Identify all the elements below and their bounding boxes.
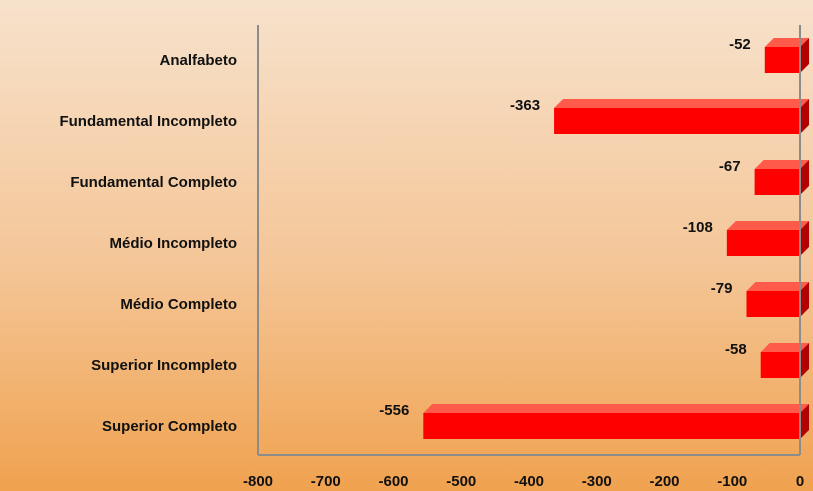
bar-side-face	[800, 282, 809, 317]
bar-top-face	[754, 160, 809, 169]
bar-top-face	[726, 221, 809, 230]
bar	[760, 352, 800, 378]
data-label: -79	[711, 280, 733, 297]
bar-top-face	[554, 99, 809, 108]
x-tick-label: -700	[311, 473, 341, 490]
bar-top-face	[746, 282, 809, 291]
bar-side-face	[800, 160, 809, 195]
data-label: -556	[379, 402, 409, 419]
category-label: Fundamental Completo	[70, 174, 237, 191]
bar	[423, 413, 800, 439]
category-label: Fundamental Incompleto	[59, 113, 237, 130]
category-label: Médio Completo	[120, 296, 237, 313]
bar	[726, 230, 800, 256]
category-label: Superior Completo	[102, 418, 237, 435]
bar	[764, 47, 800, 73]
data-label: -363	[510, 97, 540, 114]
x-tick-label: 0	[796, 473, 804, 490]
category-label: Superior Incompleto	[91, 357, 237, 374]
category-label: Médio Incompleto	[110, 235, 238, 252]
bar-side-face	[800, 404, 809, 439]
x-tick-label: -600	[378, 473, 408, 490]
x-tick-label: -500	[446, 473, 476, 490]
bar-top-face	[764, 38, 809, 47]
bar-top-face	[423, 404, 809, 413]
data-label: -108	[683, 219, 713, 236]
bar-side-face	[800, 221, 809, 256]
bar	[746, 291, 800, 317]
x-tick-label: -800	[243, 473, 273, 490]
x-tick-label: -100	[717, 473, 747, 490]
data-label: -67	[719, 158, 741, 175]
bar-side-face	[800, 99, 809, 134]
bar-side-face	[800, 38, 809, 73]
x-tick-label: -200	[649, 473, 679, 490]
data-label: -52	[729, 36, 751, 53]
data-label: -58	[725, 341, 747, 358]
x-tick-label: -300	[582, 473, 612, 490]
bar	[754, 169, 800, 195]
bar	[554, 108, 800, 134]
bar-side-face	[800, 343, 809, 378]
category-label: Analfabeto	[159, 52, 237, 69]
x-tick-label: -400	[514, 473, 544, 490]
bar-top-face	[760, 343, 809, 352]
